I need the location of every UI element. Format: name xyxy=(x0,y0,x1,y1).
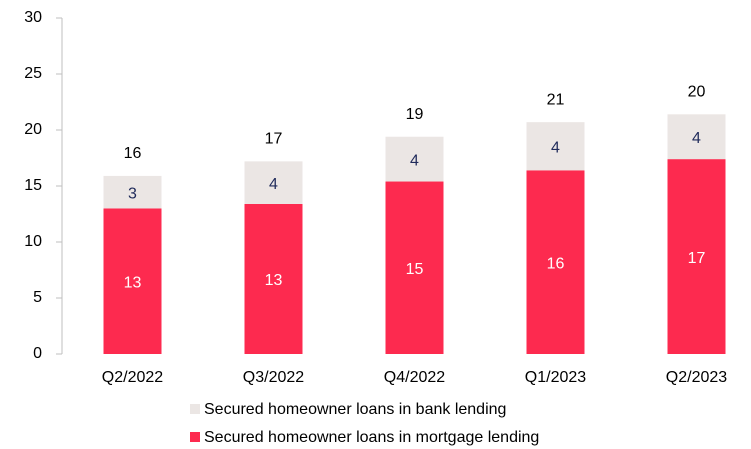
bar-segment xyxy=(526,122,585,171)
total-label: 21 xyxy=(547,91,565,108)
legend-swatch xyxy=(190,404,200,414)
value-label: 4 xyxy=(269,176,278,193)
x-tick-label: Q1/2023 xyxy=(525,369,586,386)
y-tick-label: 20 xyxy=(24,121,42,138)
x-tick-label: Q2/2023 xyxy=(666,369,727,386)
y-tick-label: 10 xyxy=(24,233,42,250)
value-label: 4 xyxy=(692,130,701,147)
legend-swatch xyxy=(190,432,200,442)
value-label: 17 xyxy=(688,250,706,267)
bar-segment xyxy=(103,208,162,354)
value-label: 3 xyxy=(128,185,137,202)
value-label: 4 xyxy=(410,152,419,169)
bar-segment xyxy=(103,175,162,209)
bar-segment xyxy=(244,203,303,354)
value-label: 16 xyxy=(547,255,565,272)
y-tick-label: 30 xyxy=(24,9,42,26)
x-tick-label: Q3/2022 xyxy=(243,369,304,386)
legend-label: Secured homeowner loans in mortgage lend… xyxy=(204,429,539,446)
bar-segment xyxy=(667,114,726,160)
value-label: 13 xyxy=(265,272,283,289)
x-tick-label: Q2/2022 xyxy=(102,369,163,386)
y-tick-label: 15 xyxy=(24,177,42,194)
bar-segment xyxy=(385,181,444,354)
bar-segment xyxy=(667,159,726,354)
bar-segment xyxy=(385,136,444,182)
value-label: 13 xyxy=(124,274,142,291)
total-label: 20 xyxy=(688,84,706,101)
value-label: 4 xyxy=(551,139,560,156)
y-tick-label: 25 xyxy=(24,65,42,82)
value-label: 15 xyxy=(406,261,424,278)
bar-segment xyxy=(526,170,585,354)
bar-segment xyxy=(244,161,303,204)
y-tick-label: 0 xyxy=(33,345,42,362)
total-label: 16 xyxy=(124,145,142,162)
legend-label: Secured homeowner loans in bank lending xyxy=(204,401,506,418)
total-label: 19 xyxy=(406,106,424,123)
y-tick-label: 5 xyxy=(33,289,42,306)
x-tick-label: Q4/2022 xyxy=(384,369,445,386)
total-label: 17 xyxy=(265,131,283,148)
